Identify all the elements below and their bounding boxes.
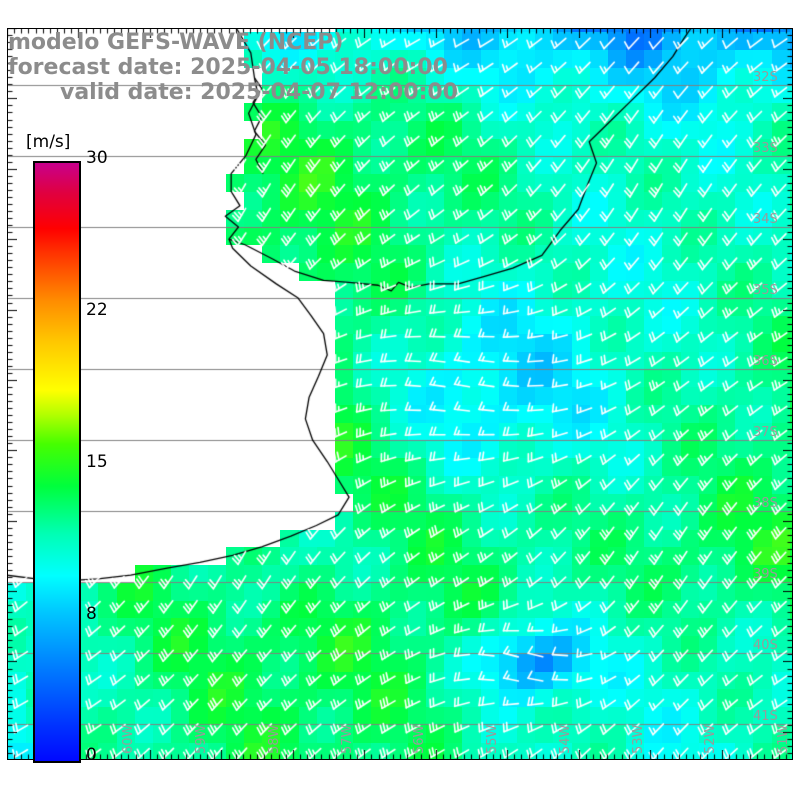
- colorbar-tick-15: 15: [86, 452, 108, 472]
- map-plot-area[interactable]: 61W60W59W58W57W56W55W54W53W52W51W32S33S3…: [7, 28, 793, 760]
- lat-label-37s: 37S: [753, 425, 778, 441]
- colorbar-tick-8: 8: [86, 604, 97, 624]
- lat-label-40s: 40S: [753, 638, 778, 654]
- colorbar-gradient: [33, 161, 81, 763]
- axis-ruler-top: [7, 28, 793, 38]
- colorbar-tick-0: 0: [86, 745, 97, 765]
- lat-label-41s: 41S: [753, 709, 778, 725]
- colorbar-tick-30: 30: [86, 148, 108, 168]
- lat-label-34s: 34S: [753, 211, 778, 227]
- lat-label-36s: 36S: [753, 354, 778, 370]
- lat-label-39s: 39S: [753, 567, 778, 583]
- colorbar-tick-22: 22: [86, 300, 108, 320]
- colorbar-unit-label: [m/s]: [26, 132, 71, 152]
- axis-ruler-bottom: [7, 750, 793, 760]
- lat-label-38s: 38S: [753, 496, 778, 512]
- axis-ruler-right: [783, 28, 793, 760]
- axis-ruler-left: [7, 28, 17, 760]
- lat-label-33s: 33S: [753, 140, 778, 156]
- lat-label-32s: 32S: [753, 69, 778, 85]
- lat-label-35s: 35S: [753, 283, 778, 299]
- wind-barbs-overlay: [7, 28, 793, 760]
- colorbar[interactable]: [33, 161, 81, 763]
